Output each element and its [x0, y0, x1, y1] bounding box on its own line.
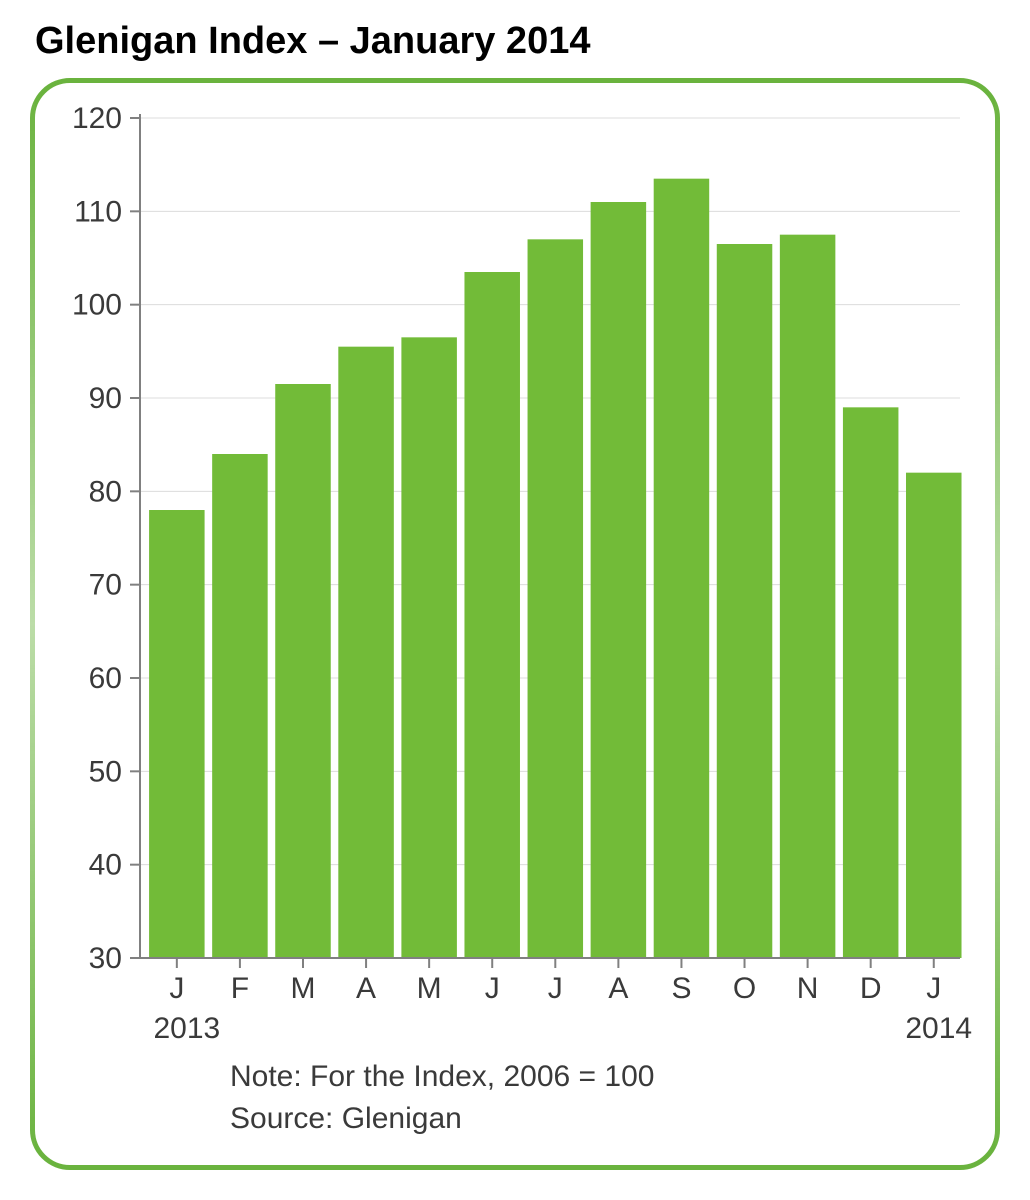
- x-tick-label: D: [860, 972, 882, 1005]
- chart-title: Glenigan Index – January 2014: [35, 20, 1010, 63]
- bar: [717, 244, 773, 958]
- bar: [464, 272, 520, 958]
- y-tick-label: 80: [89, 475, 122, 508]
- bar: [149, 510, 205, 958]
- year-start-label: 2013: [153, 1012, 220, 1045]
- y-tick-label: 100: [72, 289, 122, 322]
- x-tick-label: M: [417, 972, 442, 1005]
- y-tick-label: 40: [89, 849, 122, 882]
- x-tick-label: J: [485, 972, 500, 1005]
- bar: [906, 473, 962, 958]
- chart-note: Note: For the Index, 2006 = 100: [230, 1060, 654, 1093]
- bar: [275, 384, 331, 958]
- x-tick-label: J: [548, 972, 563, 1005]
- y-tick-label: 30: [89, 942, 122, 975]
- y-tick-label: 50: [89, 755, 122, 788]
- x-tick-label: F: [231, 972, 249, 1005]
- year-end-label: 2014: [905, 1012, 972, 1045]
- y-tick-label: 120: [72, 102, 122, 135]
- bar: [843, 407, 899, 958]
- bar: [528, 239, 584, 958]
- x-tick-label: A: [356, 972, 376, 1005]
- y-tick-label: 70: [89, 569, 122, 602]
- x-tick-label: J: [169, 972, 184, 1005]
- x-tick-label: O: [733, 972, 756, 1005]
- y-tick-label: 110: [74, 195, 122, 228]
- bar: [212, 454, 268, 958]
- x-tick-label: A: [608, 972, 628, 1005]
- x-tick-label: N: [797, 972, 819, 1005]
- bar: [591, 202, 647, 958]
- x-tick-label: J: [926, 972, 941, 1005]
- chart-source: Source: Glenigan: [230, 1102, 462, 1135]
- bar: [654, 179, 710, 958]
- bar: [338, 347, 394, 958]
- y-tick-label: 90: [89, 382, 122, 415]
- y-tick-label: 60: [89, 662, 122, 695]
- bar-chart: 30 40 50 60 70 80 90 100 110 120 J F M A M J J A S O N D J 2013…: [30, 78, 1000, 1170]
- chart-container: 30 40 50 60 70 80 90 100 110 120 J F M A M J J A S O N D J 2013…: [30, 78, 1000, 1170]
- bar: [401, 337, 457, 958]
- page: Glenigan Index – January 2014 30 40 50 60 70…: [0, 0, 1030, 1200]
- x-tick-label: S: [671, 972, 691, 1005]
- bar: [780, 235, 836, 958]
- x-tick-label: M: [290, 972, 315, 1005]
